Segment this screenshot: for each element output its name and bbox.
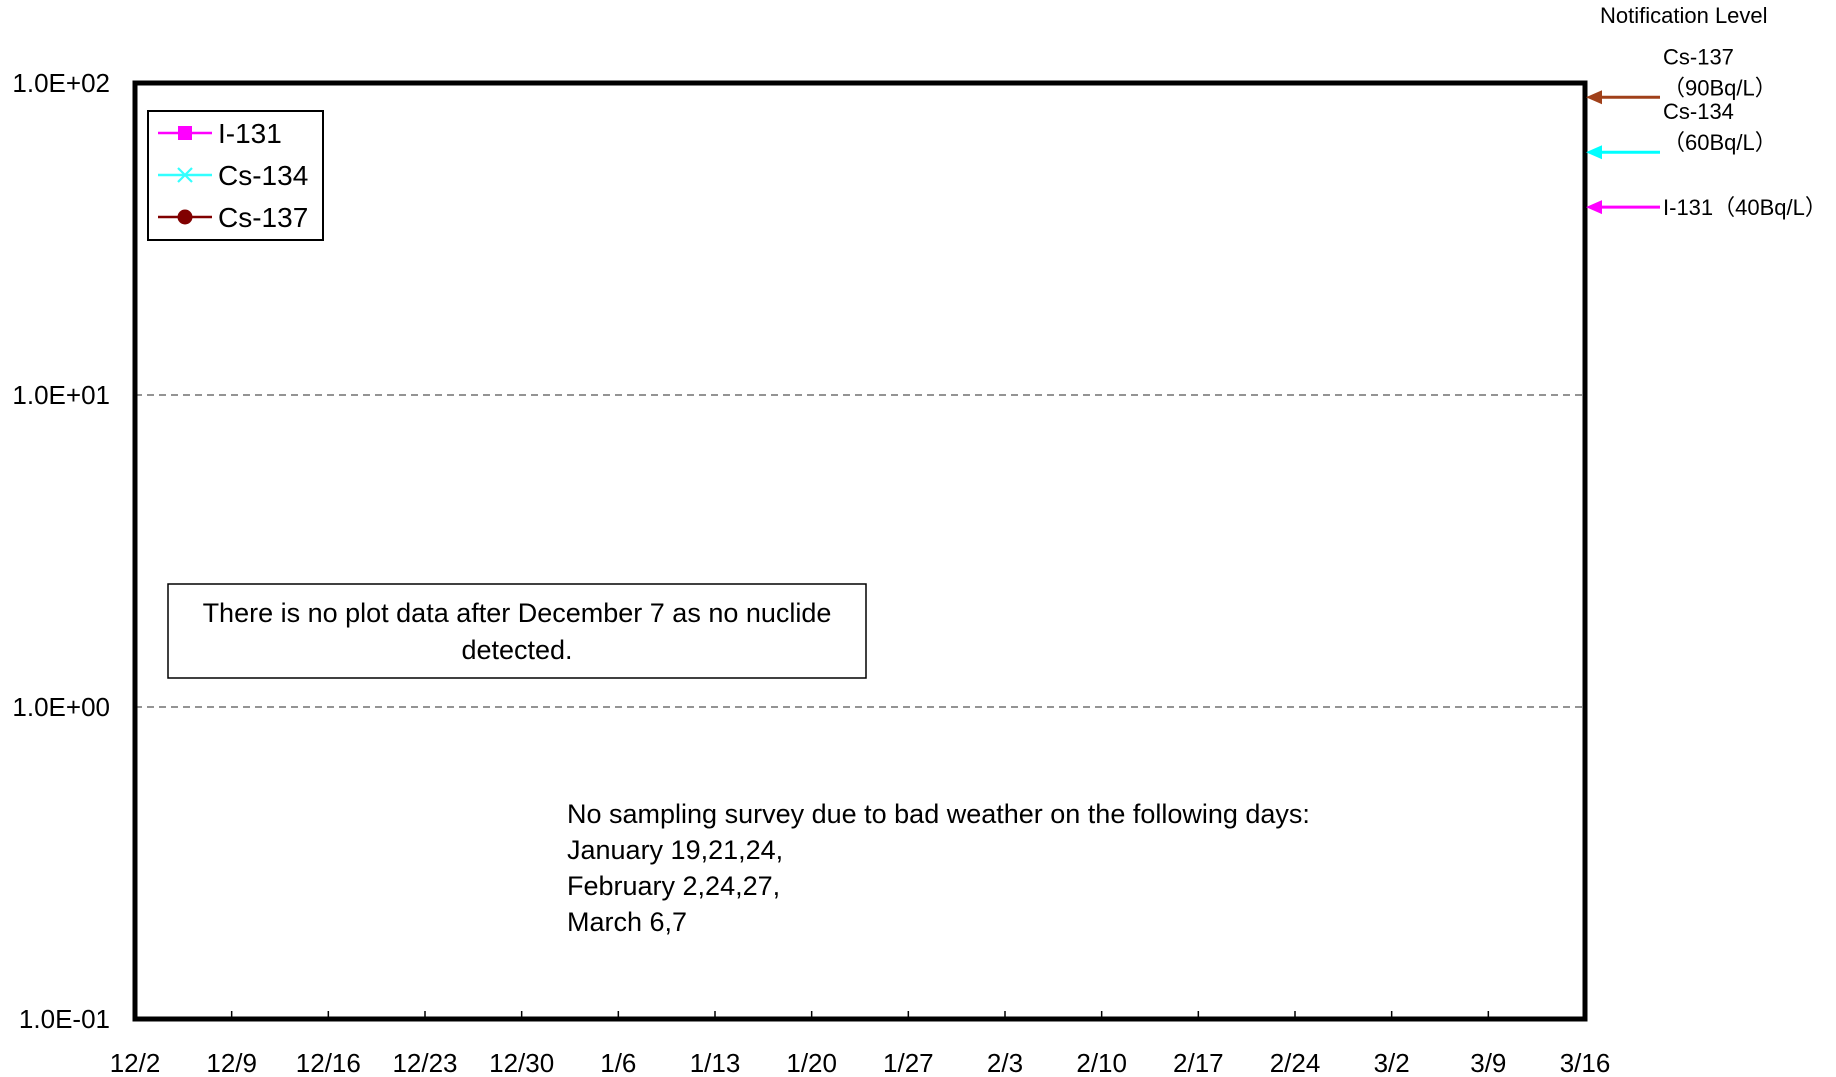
weather-note-line-3: February 2,24,27, — [567, 871, 780, 901]
legend-label: Cs-137 — [218, 202, 308, 233]
legend-entry: Cs-137 — [158, 202, 308, 233]
notification-level-marker: Cs-137 （90Bq/L） — [1586, 44, 1777, 105]
no-data-note-line-1: There is no plot data after December 7 a… — [203, 598, 832, 628]
notification-value: （90Bq/L） — [1663, 75, 1777, 100]
notification-arrow-head — [1586, 145, 1602, 160]
y-tick-label: 1.0E+01 — [12, 380, 110, 410]
weather-note-line-1: No sampling survey due to bad weather on… — [567, 799, 1310, 829]
legend-label: Cs-134 — [218, 160, 308, 191]
notification-level-marker: Cs-134 （60Bq/L） — [1586, 99, 1777, 160]
x-tick-label: 2/24 — [1270, 1048, 1321, 1077]
notification-level-marker: I-131（40Bq/L） — [1586, 195, 1827, 220]
legend: I-131 Cs-134 Cs-137 — [147, 110, 324, 241]
no-data-note: There is no plot data after December 7 a… — [167, 583, 867, 679]
notification-nuclide: Cs-137 — [1663, 44, 1734, 69]
x-tick-label: 3/9 — [1470, 1048, 1506, 1077]
no-data-note-box — [167, 583, 867, 679]
weather-note-line-2: January 19,21,24, — [567, 835, 783, 865]
notification-nuclide: Cs-134 — [1663, 99, 1734, 124]
x-tick-label: 12/23 — [392, 1048, 457, 1077]
x-tick-label: 2/10 — [1076, 1048, 1127, 1077]
notification-level-title: Notification Level — [1600, 3, 1768, 28]
notification-arrow-head — [1586, 90, 1602, 105]
no-data-note-line-2: detected. — [461, 635, 572, 665]
y-tick-label: 1.0E+02 — [12, 68, 110, 98]
grid-layer — [135, 394, 1585, 708]
notification-arrow-head — [1586, 200, 1602, 215]
legend-marker-square — [178, 126, 192, 140]
x-tick-label: 1/6 — [600, 1048, 636, 1077]
x-tick-label: 2/3 — [987, 1048, 1023, 1077]
x-tick-label: 12/30 — [489, 1048, 554, 1077]
legend-entry: I-131 — [158, 118, 282, 149]
weather-note: No sampling survey due to bad weather on… — [567, 799, 1310, 937]
x-tick-label: 12/9 — [206, 1048, 257, 1077]
x-tick-label: 3/16 — [1560, 1048, 1611, 1077]
x-tick-label: 12/2 — [110, 1048, 161, 1077]
y-tick-label: 1.0E+00 — [12, 692, 110, 722]
x-tick-label: 3/2 — [1374, 1048, 1410, 1077]
y-axis: 1.0E+02 1.0E+01 1.0E+00 1.0E-01 — [12, 68, 110, 1034]
x-tick-label: 1/20 — [786, 1048, 837, 1077]
x-tick-label: 1/27 — [883, 1048, 934, 1077]
weather-note-line-4: March 6,7 — [567, 907, 687, 937]
y-tick-label: 1.0E-01 — [19, 1004, 110, 1034]
legend-entry: Cs-134 — [158, 160, 308, 191]
notification-levels: Notification Level Cs-137 （90Bq/L）Cs-134 （… — [1586, 3, 1827, 220]
notification-label: I-131（40Bq/L） — [1663, 195, 1827, 220]
legend-marker-circle — [177, 209, 193, 225]
notification-value: （60Bq/L） — [1663, 130, 1777, 155]
x-tick-label: 1/13 — [690, 1048, 741, 1077]
plot-area — [132, 80, 1588, 1022]
x-tick-label: 2/17 — [1173, 1048, 1224, 1077]
legend-marker-x — [177, 167, 193, 183]
legend-label: I-131 — [218, 118, 282, 149]
x-axis: 12/2 12/9 12/16 12/23 12/30 1/6 1/13 1/20 1/27 2/… — [110, 1048, 1611, 1077]
x-tick-label: 12/16 — [296, 1048, 361, 1077]
